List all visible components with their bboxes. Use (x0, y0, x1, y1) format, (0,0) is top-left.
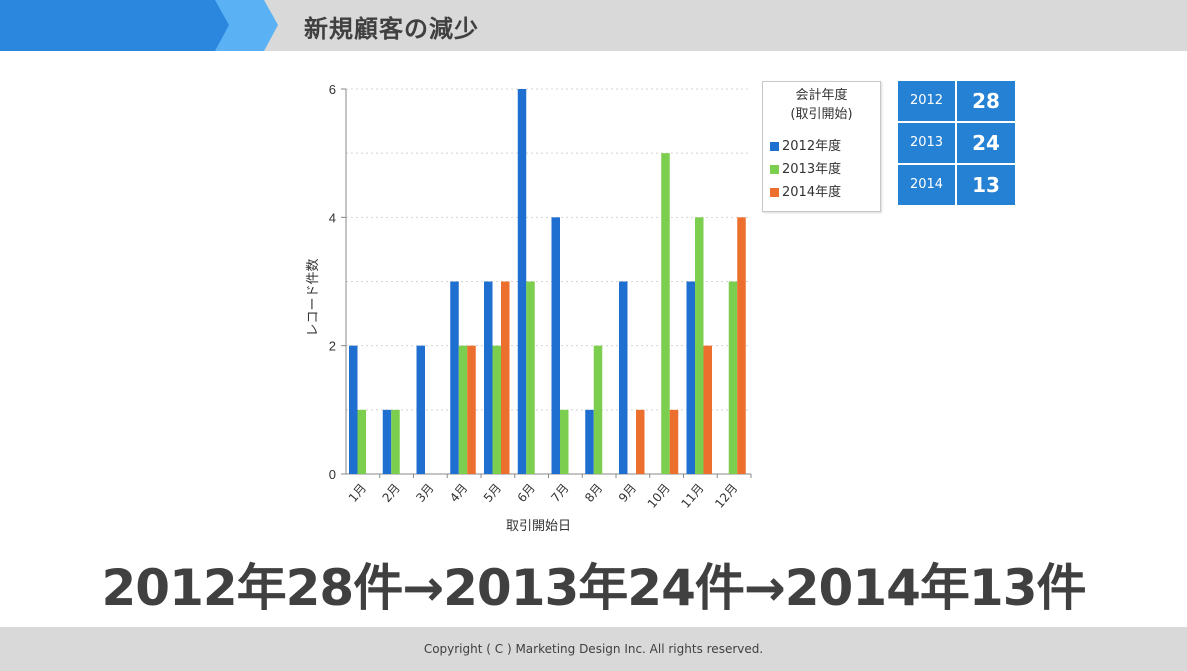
bar-2014年度 (501, 281, 510, 474)
x-tick-label: 8月 (582, 481, 605, 505)
legend-label: 2012年度 (782, 139, 842, 154)
legend-label: 2013年度 (782, 162, 842, 177)
y-tick-label: 6 (329, 82, 336, 97)
bar-2012年度 (450, 281, 459, 474)
bar-2013年度 (593, 345, 603, 474)
bar-2012年度 (551, 217, 560, 475)
legend-swatch-2014 (770, 188, 779, 197)
bar-2013年度 (560, 409, 569, 474)
bar-2013年度 (526, 281, 535, 474)
bar-2014年度 (467, 345, 476, 474)
stat-row-2012: 2012 28 (898, 81, 1015, 121)
y-tick-label: 0 (329, 467, 336, 482)
stat-count: 28 (957, 81, 1015, 121)
bar-2013年度 (661, 153, 670, 474)
bar-2013年度 (357, 409, 366, 474)
legend-label: 2014年度 (782, 185, 842, 200)
x-tick-label: 11月 (678, 481, 706, 511)
bar-2013年度 (728, 281, 738, 474)
legend-swatch-2012 (770, 142, 779, 151)
bar-2012年度 (619, 281, 628, 474)
legend-title: 会計年度 (取引開始) (763, 86, 880, 124)
legend-title-line2: (取引開始) (790, 107, 853, 122)
stat-year: 2013 (898, 123, 955, 163)
legend-item-2014: 2014年度 (770, 181, 841, 200)
page-title: 新規顧客の減少 (304, 15, 479, 43)
bar-2013年度 (695, 217, 704, 475)
stat-row-2014: 2014 13 (898, 165, 1015, 205)
bar-2012年度 (585, 409, 594, 474)
bar-2014年度 (669, 409, 679, 474)
x-tick-label: 6月 (515, 481, 538, 505)
stat-row-2013: 2013 24 (898, 123, 1015, 163)
header-bar: 新規顧客の減少 (0, 0, 1187, 51)
stat-year: 2014 (898, 165, 955, 205)
bar-2012年度 (484, 281, 493, 474)
legend-item-2012: 2012年度 (770, 135, 841, 154)
footer-bar: Copyright ( C ) Marketing Design Inc. Al… (0, 627, 1187, 671)
x-tick-label: 4月 (447, 481, 470, 505)
stat-count: 24 (957, 123, 1015, 163)
legend-swatch-2013 (770, 165, 779, 174)
x-tick-label: 1月 (346, 481, 369, 505)
x-tick-label: 2月 (380, 481, 403, 505)
legend-item-2013: 2013年度 (770, 158, 841, 177)
y-tick-label: 4 (329, 210, 336, 225)
x-tick-label: 9月 (616, 481, 639, 505)
x-tick-label: 3月 (413, 481, 436, 505)
bar-2012年度 (686, 281, 695, 474)
summary-headline: 2012年28件→2013年24件→2014年13件 (101, 559, 1086, 617)
bar-2014年度 (737, 217, 746, 475)
y-axis-title: レコード件数 (306, 258, 321, 336)
bar-2013年度 (458, 345, 468, 474)
x-axis-title: 取引開始日 (506, 519, 571, 534)
bar-2012年度 (349, 345, 358, 474)
chart-legend: 会計年度 (取引開始) 2012年度 2013年度 2014年度 (762, 81, 881, 212)
bar-2014年度 (636, 409, 645, 474)
header-arrow-decoration (0, 0, 278, 51)
y-tick-label: 2 (329, 339, 336, 354)
copyright-text: Copyright ( C ) Marketing Design Inc. Al… (423, 642, 764, 656)
x-tick-label: 10月 (645, 481, 673, 511)
legend-title-line1: 会計年度 (795, 88, 848, 103)
x-tick-label: 7月 (548, 481, 571, 505)
x-tick-label: 12月 (712, 481, 740, 511)
x-tick-label: 5月 (481, 481, 504, 505)
bar-2014年度 (703, 345, 712, 474)
bar-2013年度 (391, 409, 400, 474)
bar-2012年度 (416, 345, 425, 474)
bar-2013年度 (492, 345, 501, 474)
bar-2012年度 (382, 409, 392, 474)
stat-count: 13 (957, 165, 1015, 205)
bar-2012年度 (517, 89, 527, 474)
stat-year: 2012 (898, 81, 955, 121)
